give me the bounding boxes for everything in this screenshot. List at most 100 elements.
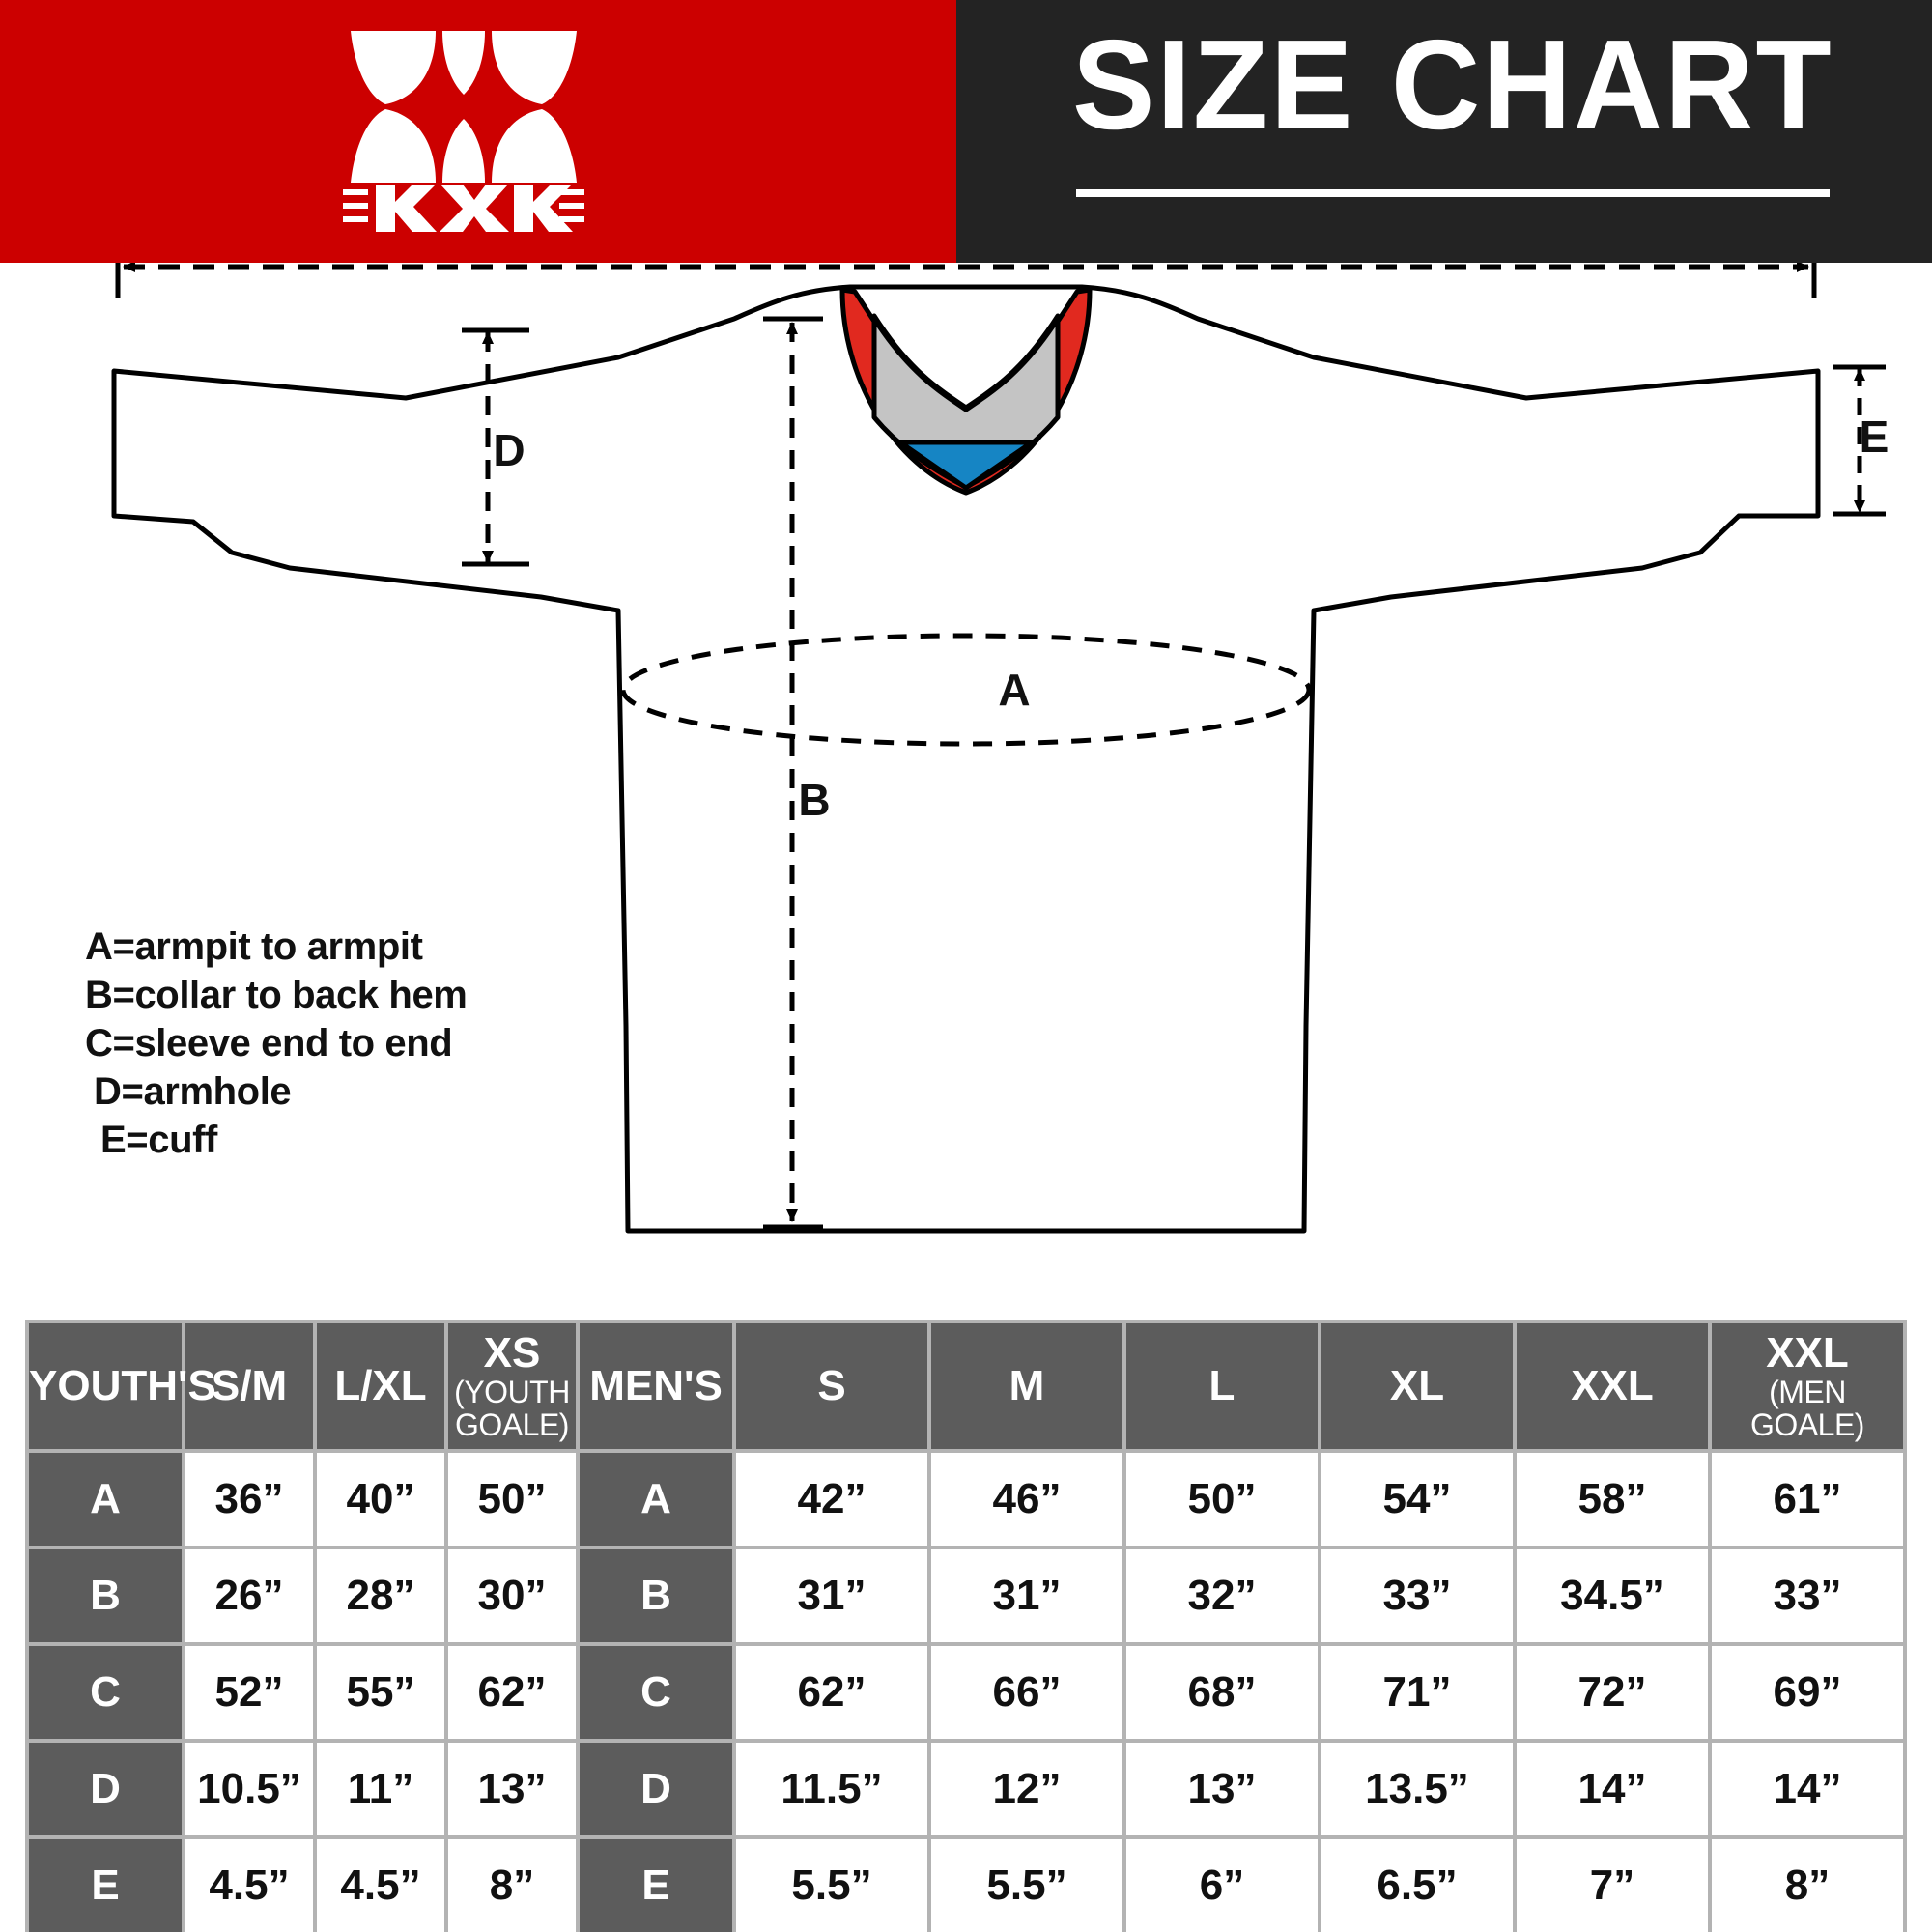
legend-line-d: D=armhole xyxy=(94,1070,292,1113)
page-title: SIZE CHART xyxy=(1072,14,1833,156)
youths-cell-E-2: 8” xyxy=(448,1839,576,1932)
mens-section-header: MEN'S xyxy=(580,1323,732,1449)
table-row: D 10.5” 11” 13” D 11.5” 12” 13” 13.5” 14” 14” xyxy=(29,1743,1903,1835)
mens-cell-C-3: 71” xyxy=(1321,1646,1513,1739)
label-d: D xyxy=(493,425,525,475)
youths-cell-A-0: 36” xyxy=(185,1453,313,1546)
kxk-wordmark xyxy=(343,185,584,232)
mens-col-header-1: M xyxy=(931,1323,1122,1449)
mens-cell-E-5: 8” xyxy=(1712,1839,1903,1932)
mens-row-label-B: B xyxy=(580,1549,732,1642)
column-size-sublabel-2: GOALE) xyxy=(455,1407,569,1442)
column-size-label: S xyxy=(817,1362,846,1409)
mens-row-label-E: E xyxy=(580,1839,732,1932)
mens-cell-C-4: 72” xyxy=(1517,1646,1708,1739)
jersey-collar xyxy=(839,287,1093,496)
size-table-body: YOUTH'S S/M L/XL XS (YOUTH GOALE) MEN'S S M L XL XX… xyxy=(29,1323,1903,1932)
column-size-label: XS xyxy=(483,1329,541,1377)
mens-cell-B-1: 31” xyxy=(931,1549,1122,1642)
mens-cell-D-4: 14” xyxy=(1517,1743,1708,1835)
youths-cell-D-2: 13” xyxy=(448,1743,576,1835)
legend-line-a: A=armpit to armpit xyxy=(85,925,423,968)
column-size-label: XXL xyxy=(1766,1329,1849,1377)
mens-col-header-3: XL xyxy=(1321,1323,1513,1449)
mens-col-header-2: L xyxy=(1126,1323,1318,1449)
column-size-sublabel-1: (YOUTH xyxy=(454,1375,570,1409)
column-size-label: S/M xyxy=(211,1362,288,1409)
youths-cell-E-1: 4.5” xyxy=(317,1839,444,1932)
mens-cell-D-1: 12” xyxy=(931,1743,1122,1835)
youths-section-header: YOUTH'S xyxy=(29,1323,216,1449)
youths-cell-D-0: 10.5” xyxy=(185,1743,313,1835)
mens-cell-D-5: 14” xyxy=(1712,1743,1903,1835)
header-brand-panel xyxy=(0,0,956,263)
mens-cell-B-5: 33” xyxy=(1712,1549,1903,1642)
table-header-row: YOUTH'S S/M L/XL XS (YOUTH GOALE) MEN'S S M L XL XX… xyxy=(29,1323,1903,1449)
table-row: B 26” 28” 30” B 31” 31” 32” 33” 34.5” 33” xyxy=(29,1549,1903,1642)
youths-cell-C-2: 62” xyxy=(448,1646,576,1739)
mens-cell-C-0: 62” xyxy=(736,1646,927,1739)
mens-cell-A-2: 50” xyxy=(1126,1453,1318,1546)
youths-row-label-B: B xyxy=(29,1549,182,1642)
youths-cell-C-0: 52” xyxy=(185,1646,313,1739)
legend-line-e: E=cuff xyxy=(100,1119,217,1161)
column-size-label: L/XL xyxy=(334,1362,427,1409)
jersey-illustration: C D E xyxy=(111,263,1889,1234)
column-size-label: XXL xyxy=(1571,1362,1654,1409)
mens-cell-E-2: 6” xyxy=(1126,1839,1318,1932)
measure-c-endcaps xyxy=(115,263,1817,298)
youths-cell-A-2: 50” xyxy=(448,1453,576,1546)
jersey-outline xyxy=(111,284,1821,1234)
mens-cell-E-4: 7” xyxy=(1517,1839,1708,1932)
youths-row-label-D: D xyxy=(29,1743,182,1835)
mens-cell-A-3: 54” xyxy=(1321,1453,1513,1546)
youths-col-header-2: XS (YOUTH GOALE) xyxy=(448,1323,576,1449)
column-size-sublabel-2: GOALE) xyxy=(1750,1407,1864,1442)
mens-col-header-0: S xyxy=(736,1323,927,1449)
column-size-label: XL xyxy=(1389,1362,1445,1409)
youths-row-label-A: A xyxy=(29,1453,182,1546)
table-row: A 36” 40” 50” A 42” 46” 50” 54” 58” 61” xyxy=(29,1453,1903,1546)
mens-row-label-C: C xyxy=(580,1646,732,1739)
jersey-diagram: C D E xyxy=(0,263,1932,1316)
youths-row-label-E: E xyxy=(29,1839,182,1932)
mens-cell-D-0: 11.5” xyxy=(736,1743,927,1835)
header-banner: SIZE CHART xyxy=(0,0,1932,263)
mens-cell-A-0: 42” xyxy=(736,1453,927,1546)
mens-cell-A-5: 61” xyxy=(1712,1453,1903,1546)
mens-cell-B-3: 33” xyxy=(1321,1549,1513,1642)
youths-col-header-1: L/XL xyxy=(317,1323,444,1449)
mens-cell-E-1: 5.5” xyxy=(931,1839,1122,1932)
mens-cell-A-1: 46” xyxy=(931,1453,1122,1546)
youths-cell-B-2: 30” xyxy=(448,1549,576,1642)
measure-a-ellipse xyxy=(620,633,1312,747)
header-title-panel: SIZE CHART xyxy=(956,0,1932,263)
kxk-butterfly-icon xyxy=(351,31,577,183)
size-chart-table: YOUTH'S S/M L/XL XS (YOUTH GOALE) MEN'S S M L XL XX… xyxy=(25,1320,1907,1932)
column-size-label: L xyxy=(1208,1362,1236,1409)
label-e: E xyxy=(1860,412,1889,462)
size-table-container: YOUTH'S S/M L/XL XS (YOUTH GOALE) MEN'S S M L XL XX… xyxy=(25,1320,1907,1932)
mens-cell-B-4: 34.5” xyxy=(1517,1549,1708,1642)
mens-cell-A-4: 58” xyxy=(1517,1453,1708,1546)
youths-cell-A-1: 40” xyxy=(317,1453,444,1546)
table-row: C 52” 55” 62” C 62” 66” 68” 71” 72” 69” xyxy=(29,1646,1903,1739)
measure-b-endcaps xyxy=(763,316,823,1230)
mens-row-label-D: D xyxy=(580,1743,732,1835)
mens-cell-D-3: 13.5” xyxy=(1321,1743,1513,1835)
mens-row-label-A: A xyxy=(580,1453,732,1546)
mens-cell-B-0: 31” xyxy=(736,1549,927,1642)
youths-row-label-C: C xyxy=(29,1646,182,1739)
column-size-label: M xyxy=(1009,1362,1045,1409)
measurement-legend: A=armpit to armpit B=collar to back hem … xyxy=(85,923,626,1164)
legend-line-b: B=collar to back hem xyxy=(85,974,468,1016)
measure-e-endcaps xyxy=(1833,364,1886,517)
youths-col-header-0: S/M xyxy=(185,1323,313,1449)
mens-cell-B-2: 32” xyxy=(1126,1549,1318,1642)
title-underline xyxy=(1076,189,1830,197)
mens-col-header-4: XXL xyxy=(1517,1323,1708,1449)
measure-d-endcaps xyxy=(462,327,529,567)
label-a: A xyxy=(998,665,1030,715)
mens-cell-E-0: 5.5” xyxy=(736,1839,927,1932)
